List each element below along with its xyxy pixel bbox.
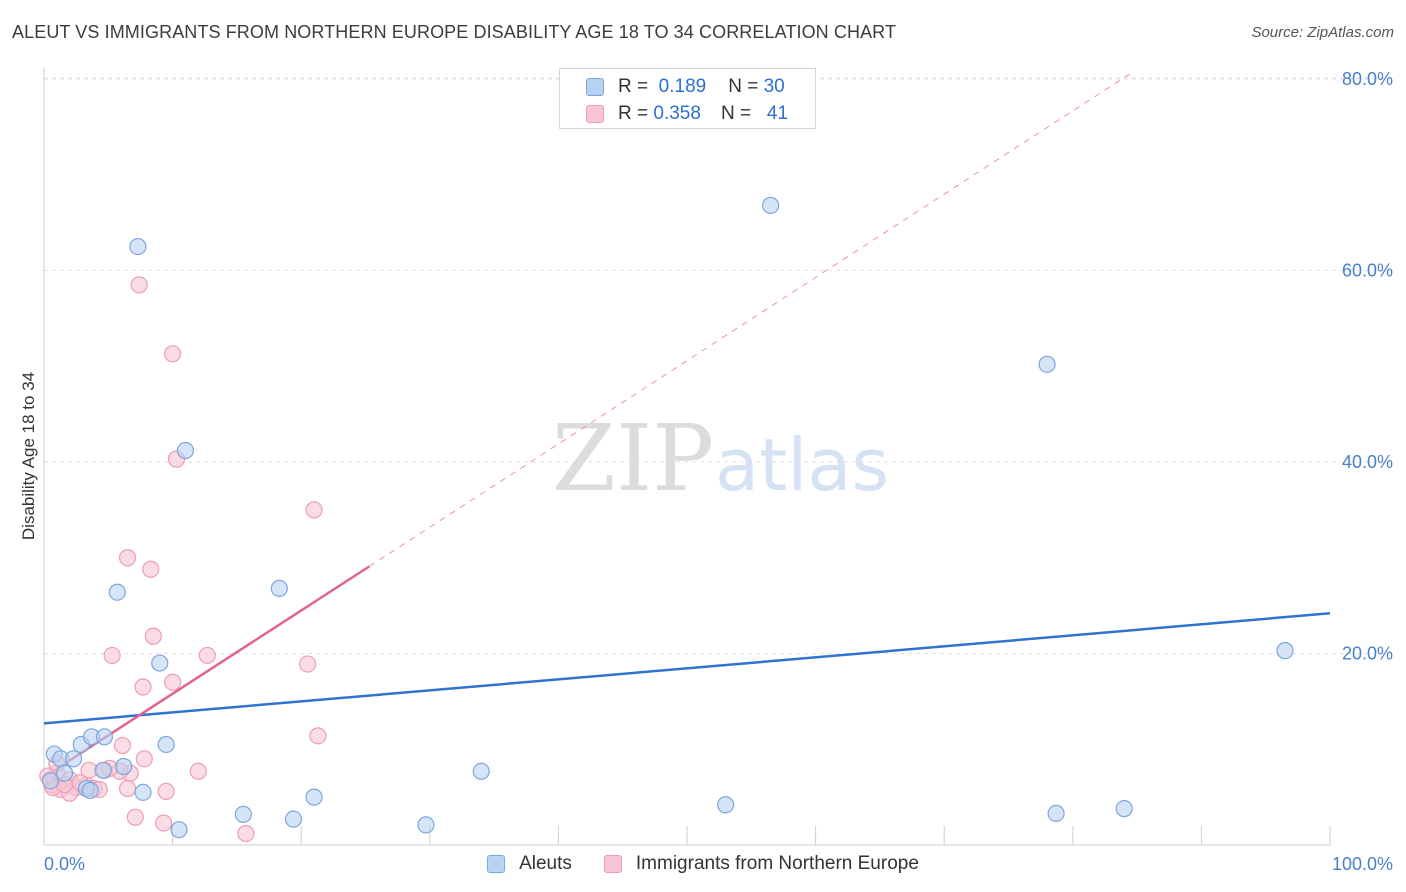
aleut-point [270, 579, 288, 597]
tick-labels: 20.0% 40.0% 60.0% 80.0% 0.0% 100.0% [44, 69, 1393, 874]
aleut-point [417, 816, 435, 834]
y-axis-label: Disability Age 18 to 34 [19, 372, 38, 540]
legend-n-label: N = [720, 103, 752, 124]
aleut-trend-line [43, 612, 1331, 725]
legend-swatch-blue [487, 855, 506, 873]
y-tick-label: 80.0% [1342, 69, 1393, 89]
aleut-point [1047, 804, 1065, 823]
legend-row-aleuts: R = 0.189 N = 30 [586, 75, 785, 99]
aleut-point [129, 237, 147, 256]
immigrant-point [130, 276, 148, 294]
aleut-point [761, 196, 780, 214]
aleut-point [157, 735, 175, 754]
x-tick-label-max: 100.0% [1332, 854, 1393, 874]
legend-r-label: R = [618, 103, 649, 124]
legend-n-label: N = [728, 76, 759, 97]
legend-r-value: 0.189 [658, 76, 707, 97]
immigrant-trend-line [43, 565, 371, 779]
aleut-point [284, 810, 303, 828]
x-tick-label-min: 0.0% [44, 854, 85, 874]
chart-source: Source: ZipAtlas.com [1251, 24, 1394, 41]
immigrant-point [142, 560, 160, 578]
immigrant-point [113, 736, 132, 755]
aleut-point [64, 750, 83, 768]
aleut-point [108, 583, 126, 601]
aleut-point [55, 764, 74, 782]
watermark-atlas: atlas [715, 423, 889, 507]
legend-r-label: R = [618, 76, 649, 97]
immigrant-point [135, 750, 153, 768]
y-tick-label: 20.0% [1342, 644, 1393, 664]
series-legend: Aleuts Immigrants from Northern Europe [0, 851, 1406, 877]
immigrant-point [126, 808, 144, 826]
chart-title: ALEUT VS IMMIGRANTS FROM NORTHERN EUROPE… [12, 22, 897, 42]
legend-label-aleuts: Aleuts [519, 853, 572, 874]
immigrant-point [118, 549, 137, 567]
grid-lines [44, 77, 1393, 654]
aleut-point [95, 728, 114, 746]
immigrant-point [305, 501, 323, 519]
legend-r-value: 0.358 [653, 103, 701, 124]
aleut-point [1115, 800, 1133, 818]
immigrant-point [103, 646, 121, 665]
legend-swatch-pink [603, 855, 622, 873]
immigrant-point [134, 678, 152, 696]
legend-row-immigrants: R = 0.358 N = 41 [586, 102, 788, 126]
watermark-zip: ZIP [552, 405, 714, 512]
immigrant-point [157, 782, 175, 800]
legend-label-immigrants: Immigrants from Northern Europe [635, 853, 919, 874]
immigrant-point [118, 779, 137, 798]
immigrant-point [309, 727, 327, 745]
immigrant-point [164, 345, 182, 363]
immigrant-point [237, 824, 255, 843]
aleut-point [1038, 355, 1056, 373]
data-points [39, 196, 1294, 843]
aleut-point [170, 821, 188, 839]
legend-n-value: 41 [766, 103, 789, 124]
aleut-point [41, 772, 60, 790]
immigrant-point [299, 655, 317, 673]
aleut-point [81, 781, 99, 800]
legend-swatch-blue [586, 78, 604, 96]
immigrant-point [189, 762, 207, 780]
legend-n-value: 30 [763, 76, 785, 97]
immigrant-point [144, 627, 162, 645]
aleut-point [151, 654, 169, 672]
axes [43, 68, 1331, 846]
immigrant-point [164, 673, 182, 691]
aleut-point [1276, 642, 1294, 660]
aleut-point [134, 783, 152, 801]
legend-swatch-pink [586, 105, 604, 123]
y-tick-label: 60.0% [1342, 261, 1393, 281]
correlation-legend: R = 0.189 N = 30 R = 0.358 N = 41 [559, 68, 816, 129]
aleut-point [94, 761, 112, 779]
watermark: ZIP atlas [552, 405, 889, 512]
aleut-point [115, 757, 133, 776]
aleut-point [234, 805, 252, 823]
legend-item-aleuts: Aleuts [487, 853, 572, 875]
aleut-point [176, 441, 195, 460]
immigrant-point [198, 646, 216, 665]
aleut-point [472, 762, 490, 780]
aleut-point [716, 796, 735, 814]
legend-item-immigrants: Immigrants from Northern Europe [603, 853, 919, 875]
immigrant-point [154, 814, 173, 832]
y-tick-label: 40.0% [1342, 452, 1393, 472]
aleut-point [305, 788, 323, 806]
